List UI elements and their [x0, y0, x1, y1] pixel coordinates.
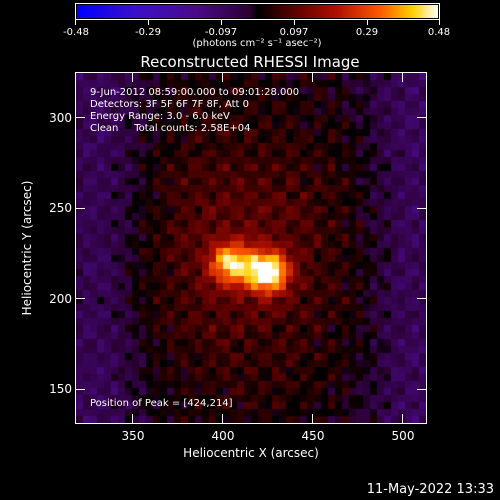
x-tick-top: [402, 73, 403, 82]
x-tick: [402, 414, 403, 423]
x-tick: [222, 414, 223, 423]
x-tick-label: 350: [121, 429, 145, 443]
x-tick: [132, 414, 133, 423]
x-tick-label: 400: [211, 429, 235, 443]
energy-range-label: Energy Range: 3.0 - 6.0 keV: [90, 111, 230, 122]
colorbar-gradient: [77, 5, 438, 18]
y-tick: [76, 208, 85, 209]
y-tick-label: 300: [49, 111, 72, 125]
x-tick-label: 500: [391, 429, 415, 443]
y-tick: [76, 117, 85, 118]
x-tick: [312, 414, 313, 423]
colorbar-tick: [294, 20, 295, 25]
colorbar: [75, 3, 440, 20]
colorbar-tick: [439, 20, 440, 25]
y-tick-right: [417, 389, 426, 390]
y-tick-right: [417, 117, 426, 118]
colorbar-tick: [75, 20, 76, 25]
y-tick-label: 150: [49, 382, 72, 396]
y-tick-label: 200: [49, 292, 72, 306]
clean-counts-label: Clean Total counts: 2.58E+04: [90, 123, 251, 134]
y-tick-right: [417, 208, 426, 209]
colorbar-tick: [367, 20, 368, 25]
colorbar-tick: [221, 20, 222, 25]
colorbar-tick-label: 0.29: [355, 27, 379, 38]
y-tick: [76, 298, 85, 299]
y-axis-title: Heliocentric Y (arcsec): [20, 180, 34, 316]
time-range-label: 9-Jun-2012 08:59:00.000 to 09:01:28.000: [90, 87, 300, 98]
colorbar-tick: [148, 20, 149, 25]
x-axis-title: Heliocentric X (arcsec): [183, 446, 319, 460]
x-tick-label: 450: [301, 429, 325, 443]
x-tick-top: [222, 73, 223, 82]
plot-area: 9-Jun-2012 08:59:00.000 to 09:01:28.000 …: [75, 72, 427, 424]
peak-position-label: Position of Peak = [424,214]: [90, 398, 233, 409]
y-tick-label: 250: [49, 201, 72, 215]
plot-title: Reconstructed RHESSI Image: [140, 53, 360, 71]
x-tick-top: [132, 73, 133, 82]
y-tick: [76, 389, 85, 390]
colorbar-tick-label: -0.48: [63, 27, 89, 38]
rhessi-image-heatmap: [76, 73, 426, 423]
colorbar-tick-label: -0.29: [135, 27, 161, 38]
colorbar-tick-label: 0.48: [427, 27, 451, 38]
timestamp-label: 11-May-2022 13:33: [366, 482, 494, 497]
colorbar-tick-label: -0.097: [204, 27, 238, 38]
colorbar-units-label: (photons cm⁻² s⁻¹ asec⁻²): [192, 38, 322, 49]
x-tick-top: [312, 73, 313, 82]
y-tick-right: [417, 298, 426, 299]
colorbar-tick-label: 0.097: [279, 27, 309, 38]
detectors-label: Detectors: 3F 5F 6F 7F 8F, Att 0: [90, 99, 250, 110]
